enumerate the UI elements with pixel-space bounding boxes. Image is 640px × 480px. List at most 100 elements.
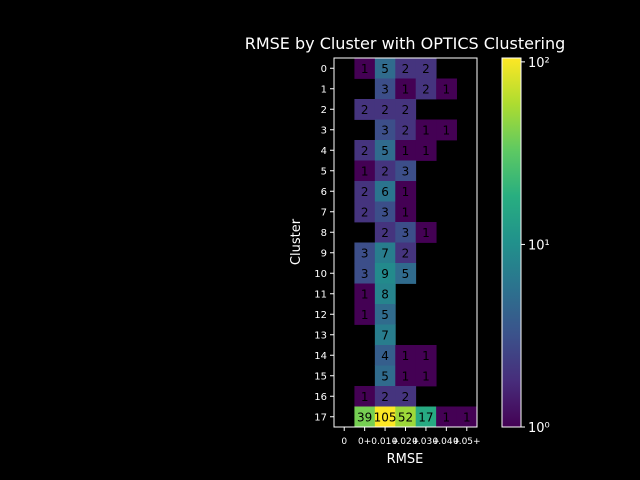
- cell-value-label: 1: [361, 308, 369, 322]
- cell-value-label: 5: [402, 267, 410, 281]
- heatmap-cell: [354, 242, 376, 264]
- cell-value-label: 1: [402, 185, 410, 199]
- colorbar-tick-label: 10⁰: [528, 421, 550, 436]
- heatmap-cell: [395, 365, 417, 387]
- cell-value-label: 1: [443, 410, 451, 424]
- cell-value-label: 105: [374, 410, 397, 424]
- x-tick-label: 0: [341, 437, 347, 447]
- cell-value-label: 3: [361, 246, 369, 260]
- cell-value-label: 1: [422, 123, 430, 137]
- cell-value-label: 2: [361, 144, 369, 158]
- cell-value-label: 2: [422, 62, 430, 76]
- cell-value-label: 1: [402, 82, 410, 96]
- heatmap-cell: [374, 304, 396, 325]
- heatmap-cell: [354, 99, 376, 120]
- cell-value-label: 2: [361, 205, 369, 219]
- heatmap-cell: [374, 222, 396, 243]
- heatmap-cell: [374, 386, 396, 407]
- cell-value-label: 1: [402, 369, 410, 383]
- cell-value-label: 7: [381, 246, 389, 260]
- heatmap-cell: [374, 181, 396, 202]
- cell-value-label: 4: [381, 349, 389, 363]
- x-axis-ticks: 0 0+ 0.01+0.02+0.03+0.04+0.05+: [341, 427, 481, 447]
- cell-value-label: 2: [381, 226, 389, 240]
- heatmap-cell: [354, 386, 376, 407]
- colorbar-ticks: 10⁰ 10¹ 10²: [521, 56, 550, 436]
- heatmap-cell: [395, 99, 417, 120]
- heatmap-cell: [374, 365, 396, 387]
- cell-value-label: 2: [402, 62, 410, 76]
- heatmap-cell: [395, 242, 417, 264]
- heatmap-cell: [395, 58, 417, 79]
- heatmap-cell: [374, 345, 396, 366]
- y-tick-label: 13: [314, 330, 327, 341]
- heatmap-cell: [395, 222, 417, 243]
- heatmap-cell: [354, 160, 376, 182]
- x-axis-label: RMSE: [387, 452, 424, 467]
- cell-value-label: 2: [402, 390, 410, 404]
- y-tick-label: 8: [321, 228, 327, 239]
- cell-value-label: 2: [402, 246, 410, 260]
- heatmap-cell: [374, 140, 396, 161]
- cell-value-label: 39: [357, 410, 372, 424]
- heatmap-cell: [415, 119, 437, 141]
- heatmap-cell: [436, 78, 457, 100]
- heatmap-cell: [395, 160, 417, 182]
- heatmap-cell: [436, 406, 457, 428]
- cell-value-label: 1: [361, 62, 369, 76]
- cell-value-label: 1: [463, 410, 471, 424]
- cell-value-label: 2: [381, 103, 389, 117]
- heatmap-cell: [374, 119, 396, 141]
- cell-value-label: 1: [443, 82, 451, 96]
- x-tick-label: 0.01+: [371, 437, 399, 447]
- cell-value-label: 5: [381, 369, 389, 383]
- cell-value-label: 17: [418, 410, 433, 424]
- heatmap-cell: [436, 119, 457, 141]
- cell-value-label: 5: [381, 144, 389, 158]
- y-tick-label: 4: [321, 146, 327, 157]
- cell-value-label: 3: [361, 267, 369, 281]
- cell-value-label: 6: [381, 185, 389, 199]
- heatmap-cell: [415, 406, 437, 428]
- heatmap-cell: [374, 201, 396, 223]
- heatmap-cell: [395, 181, 417, 202]
- cell-value-label: 7: [381, 328, 389, 342]
- heatmap-cell: [395, 386, 417, 407]
- cell-value-label: 2: [381, 390, 389, 404]
- cell-value-label: 2: [361, 103, 369, 117]
- heatmap-cell: [374, 160, 396, 182]
- heatmap-cell: [395, 345, 417, 366]
- x-tick-label: 0+: [358, 437, 371, 447]
- heatmap-cell: [395, 78, 417, 100]
- cell-value-label: 1: [361, 287, 369, 301]
- cell-value-label: 2: [381, 164, 389, 178]
- cell-value-label: 1: [361, 390, 369, 404]
- heatmap-cell: [354, 140, 376, 161]
- cell-value-label: 1: [422, 144, 430, 158]
- cell-value-label: 2: [402, 123, 410, 137]
- heatmap-cell: [395, 263, 417, 284]
- heatmap-cell: [354, 263, 376, 284]
- y-tick-label: 17: [314, 412, 327, 423]
- heatmap-cell: [354, 181, 376, 202]
- heatmap-cells: [354, 58, 478, 428]
- cell-value-label: 1: [443, 123, 451, 137]
- x-tick-label: 0.02+: [392, 437, 420, 447]
- heatmap-cell: [456, 406, 478, 428]
- cell-value-label: 3: [402, 164, 410, 178]
- y-tick-label: 6: [321, 187, 327, 198]
- heatmap-cell: [395, 201, 417, 223]
- y-tick-label: 2: [321, 105, 327, 116]
- chart-title: RMSE by Cluster with OPTICS Clustering: [245, 34, 566, 53]
- heatmap-cell: [354, 304, 376, 325]
- y-axis-label: Cluster: [289, 218, 304, 265]
- cell-value-label: 1: [361, 164, 369, 178]
- cell-value-label: 3: [381, 205, 389, 219]
- heatmap-cell: [415, 78, 437, 100]
- x-tick-label: 0.04+: [433, 437, 461, 447]
- cell-value-label: 1: [422, 226, 430, 240]
- x-tick-label: 0.05+: [453, 437, 481, 447]
- cell-value-label: 3: [402, 226, 410, 240]
